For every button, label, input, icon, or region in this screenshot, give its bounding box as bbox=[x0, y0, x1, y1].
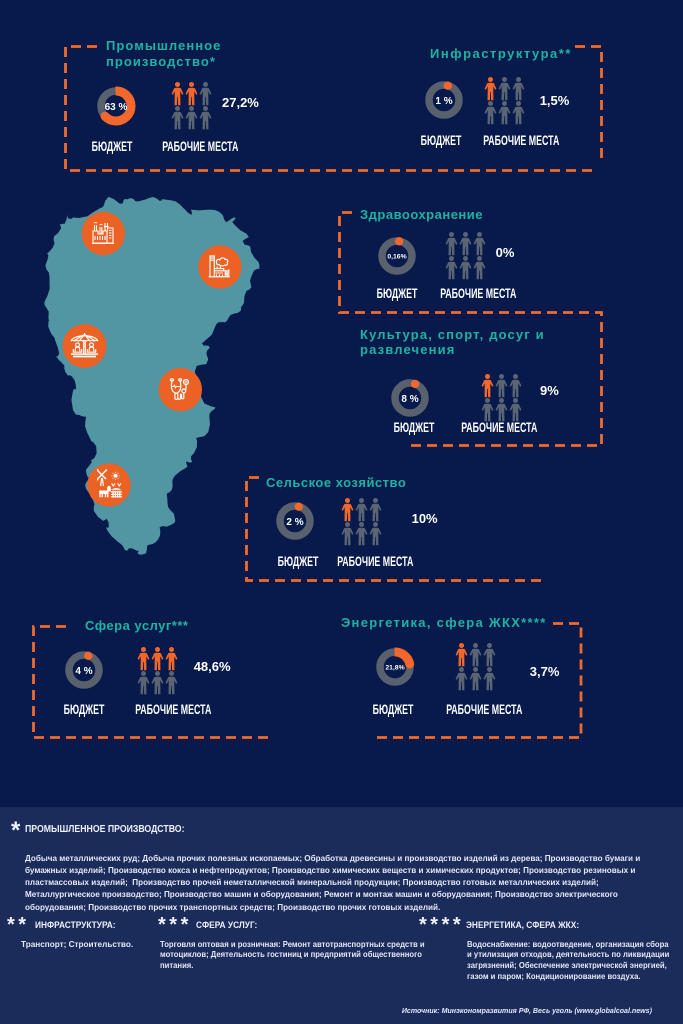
svg-text:2 %: 2 % bbox=[286, 517, 303, 528]
svg-text:4 %: 4 % bbox=[76, 666, 93, 677]
svg-text:1 %: 1 % bbox=[435, 96, 452, 107]
svg-text:63 %: 63 % bbox=[104, 102, 127, 113]
svg-text:21,8%: 21,8% bbox=[385, 664, 404, 671]
svg-text:8 %: 8 % bbox=[401, 394, 418, 405]
svg-text:0,16%: 0,16% bbox=[387, 253, 406, 260]
